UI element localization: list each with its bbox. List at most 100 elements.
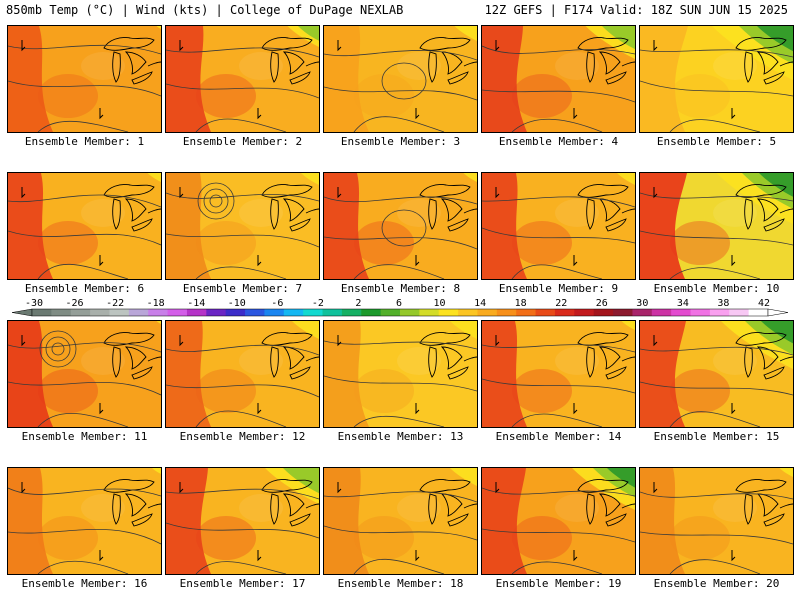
great-lakes-outline (419, 332, 477, 380)
colorbar-tick-label: -18 (147, 298, 165, 309)
ensemble-member-label: Ensemble Member: 8 (340, 282, 461, 295)
colorbar-tick-label: 10 (434, 298, 446, 309)
cool-air-region (617, 173, 635, 185)
height-contours (166, 47, 319, 132)
colorbar-swatch (400, 309, 420, 316)
ensemble-member-map (165, 25, 320, 133)
warm-air-region (8, 173, 53, 279)
colorbar-swatch (748, 309, 769, 316)
height-contours (166, 344, 319, 427)
colorbar-tick-label: 14 (474, 298, 486, 309)
colorbar-swatch (574, 309, 595, 316)
warm-air-region (324, 173, 369, 279)
colorbar-swatch (516, 309, 537, 316)
colorbar-tick-label: -30 (25, 298, 43, 309)
warm-air-region (482, 26, 527, 132)
colorbar-swatch (593, 309, 614, 316)
ensemble-member-map (323, 320, 478, 428)
colorbar-swatch (613, 309, 633, 316)
great-lakes-outline (261, 479, 319, 527)
colorbar-swatch (341, 309, 362, 316)
colorbar-swatch (709, 309, 730, 316)
colorbar-swatch (109, 309, 130, 316)
ensemble-member-label: Ensemble Member: 12 (179, 430, 306, 443)
colorbar-swatch (458, 309, 478, 316)
ensemble-member-label: Ensemble Member: 15 (653, 430, 780, 443)
cool-air-region (156, 26, 161, 29)
ensemble-member-label: Ensemble Member: 1 (24, 135, 145, 148)
colorbar-swatch (303, 309, 324, 316)
height-contours (324, 196, 477, 279)
warm-air-region (166, 26, 211, 132)
colorbar-swatch (419, 309, 440, 316)
colorbar-swatch (90, 309, 110, 316)
warm-air-region (324, 321, 369, 427)
ensemble-member-label: Ensemble Member: 2 (182, 135, 303, 148)
colorbar-right-arrow (767, 308, 789, 317)
temperature-map (640, 321, 793, 427)
colorbar-swatch (651, 309, 672, 316)
colorbar-swatch (148, 309, 169, 316)
temperature-map (8, 173, 161, 279)
ensemble-member-map (639, 25, 794, 133)
temperature-map (640, 26, 793, 132)
cool-air-region (152, 468, 161, 474)
ensemble-member-map (323, 25, 478, 133)
great-lakes-outline (419, 479, 477, 527)
ensemble-member-label: Ensemble Member: 18 (337, 577, 464, 590)
cool-air-region (450, 321, 477, 339)
height-contours (482, 45, 635, 132)
colorbar-swatch (32, 309, 52, 316)
temperature-map (640, 468, 793, 574)
colorbar-tick-label: -26 (66, 298, 84, 309)
ensemble-member-map (7, 320, 162, 428)
height-contours (166, 488, 319, 574)
colorbar-swatch (186, 309, 207, 316)
wind-barbs (21, 187, 104, 267)
ensemble-member-map (7, 25, 162, 133)
great-lakes-outline (735, 479, 793, 527)
warm-air-region (8, 26, 53, 132)
ensemble-member-label: Ensemble Member: 5 (656, 135, 777, 148)
colorbar-tick-label: 42 (758, 298, 770, 309)
ensemble-member-label: Ensemble Member: 11 (21, 430, 148, 443)
temperature-map (482, 468, 635, 574)
temperature-map (324, 26, 477, 132)
height-contours (8, 194, 161, 279)
colorbar-tick-label: 18 (515, 298, 527, 309)
cool-air-region (450, 468, 477, 486)
ensemble-member-label: Ensemble Member: 6 (24, 282, 145, 295)
height-contours (640, 346, 793, 427)
ensemble-member-map (323, 467, 478, 575)
great-lakes-outline (103, 332, 161, 380)
colorbar-swatch (438, 309, 459, 316)
temperature-map (166, 468, 319, 574)
colorbar-swatch (264, 309, 285, 316)
colorbar-left-arrow (11, 308, 33, 317)
cool-air-region (621, 321, 635, 330)
height-contours (8, 487, 161, 574)
great-lakes-outline (103, 479, 161, 527)
wind-barbs (337, 40, 420, 120)
temperature-map (482, 321, 635, 427)
great-lakes-outline (419, 184, 477, 232)
colorbar-tick-label: -6 (271, 298, 283, 309)
ensemble-member-map (7, 172, 162, 280)
wind-barbs (21, 482, 104, 562)
great-lakes-outline (261, 184, 319, 232)
great-lakes-outline (419, 37, 477, 85)
colorbar-tick-label: 6 (396, 298, 402, 309)
warm-air-region (166, 468, 211, 574)
ensemble-member-map (323, 172, 478, 280)
temperature-map (324, 173, 477, 279)
ensemble-member-label: Ensemble Member: 14 (495, 430, 622, 443)
ensemble-member-map (165, 172, 320, 280)
wind-barbs (495, 335, 578, 415)
warm-air-region (166, 321, 211, 427)
colorbar-swatch (245, 309, 265, 316)
warm-air-region (640, 173, 687, 279)
temperature-map (8, 26, 161, 132)
great-lakes-outline (103, 37, 161, 85)
ensemble-member-map (639, 172, 794, 280)
wind-barbs (653, 335, 736, 415)
